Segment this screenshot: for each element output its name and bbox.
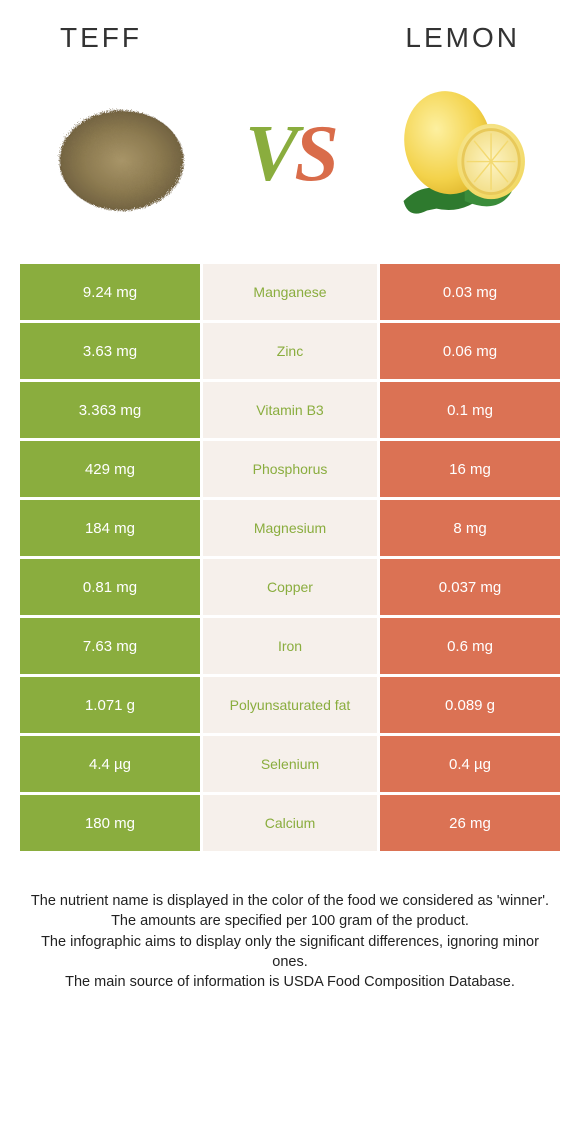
right-value: 0.4 µg [380, 736, 560, 792]
nutrient-name: Magnesium [203, 500, 377, 556]
header: Teff Lemon [0, 0, 580, 64]
lemon-image [380, 74, 540, 234]
title-left: Teff [60, 22, 142, 54]
nutrient-table: 9.24 mgManganese0.03 mg3.63 mgZinc0.06 m… [20, 264, 560, 851]
left-value: 3.63 mg [20, 323, 200, 379]
footer-line: The nutrient name is displayed in the co… [28, 891, 552, 911]
footer-notes: The nutrient name is displayed in the co… [28, 891, 552, 992]
right-value: 8 mg [380, 500, 560, 556]
table-row: 429 mgPhosphorus16 mg [20, 441, 560, 497]
table-row: 3.63 mgZinc0.06 mg [20, 323, 560, 379]
left-value: 9.24 mg [20, 264, 200, 320]
left-value: 4.4 µg [20, 736, 200, 792]
teff-image [40, 74, 200, 234]
table-row: 0.81 mgCopper0.037 mg [20, 559, 560, 615]
table-row: 184 mgMagnesium8 mg [20, 500, 560, 556]
left-value: 180 mg [20, 795, 200, 851]
nutrient-name: Selenium [203, 736, 377, 792]
right-value: 0.1 mg [380, 382, 560, 438]
images-row: VS [0, 64, 580, 254]
table-row: 4.4 µgSelenium0.4 µg [20, 736, 560, 792]
vs-s: S [294, 109, 335, 200]
right-value: 0.06 mg [380, 323, 560, 379]
nutrient-name: Phosphorus [203, 441, 377, 497]
left-value: 3.363 mg [20, 382, 200, 438]
footer-line: The amounts are specified per 100 gram o… [28, 911, 552, 931]
table-row: 9.24 mgManganese0.03 mg [20, 264, 560, 320]
left-value: 429 mg [20, 441, 200, 497]
nutrient-name: Manganese [203, 264, 377, 320]
left-value: 7.63 mg [20, 618, 200, 674]
right-value: 16 mg [380, 441, 560, 497]
nutrient-name: Polyunsaturated fat [203, 677, 377, 733]
nutrient-name: Copper [203, 559, 377, 615]
right-value: 0.089 g [380, 677, 560, 733]
right-value: 0.037 mg [380, 559, 560, 615]
table-row: 180 mgCalcium26 mg [20, 795, 560, 851]
table-row: 3.363 mgVitamin B30.1 mg [20, 382, 560, 438]
left-value: 0.81 mg [20, 559, 200, 615]
right-value: 0.6 mg [380, 618, 560, 674]
footer-line: The infographic aims to display only the… [28, 932, 552, 973]
nutrient-name: Vitamin B3 [203, 382, 377, 438]
left-value: 184 mg [20, 500, 200, 556]
title-right: Lemon [405, 22, 520, 54]
nutrient-name: Iron [203, 618, 377, 674]
right-value: 26 mg [380, 795, 560, 851]
right-value: 0.03 mg [380, 264, 560, 320]
vs-label: VS [245, 109, 335, 200]
vs-v: V [245, 109, 294, 200]
nutrient-name: Zinc [203, 323, 377, 379]
footer-line: The main source of information is USDA F… [28, 972, 552, 992]
nutrient-name: Calcium [203, 795, 377, 851]
left-value: 1.071 g [20, 677, 200, 733]
table-row: 1.071 gPolyunsaturated fat0.089 g [20, 677, 560, 733]
table-row: 7.63 mgIron0.6 mg [20, 618, 560, 674]
